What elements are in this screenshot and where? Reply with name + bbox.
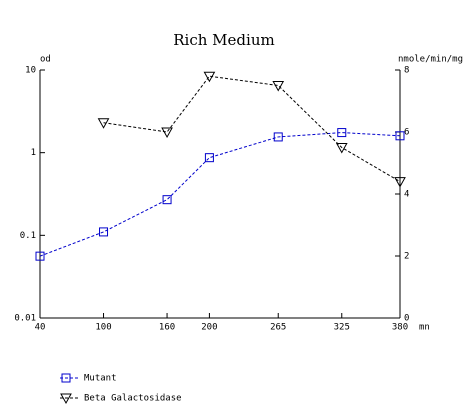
data-point [273,132,283,142]
data-point [35,251,45,261]
y2-tick-label: 0 [404,314,409,324]
data-point [97,118,110,129]
data-point [161,127,173,139]
data-point [394,177,406,188]
data-point [99,227,109,237]
x-axis-label: mn [419,323,430,333]
legend-marker [61,373,71,383]
x-tick-label: 325 [334,323,350,333]
x-tick-label: 380 [392,323,408,333]
data-point [162,195,172,205]
x-tick-label: 160 [159,323,175,333]
y-tick-label: 1 [31,148,36,158]
y2-tick-label: 4 [404,190,409,200]
y2-tick-label: 2 [404,252,409,262]
legend-label: Mutant [84,374,117,384]
y-tick-label: 10 [25,66,36,76]
data-point [337,128,347,138]
y2-tick-label: 6 [404,128,409,138]
y2-tick-label: 8 [404,66,409,76]
data-point [395,131,405,141]
legend-label: Beta Galactosidase [84,394,182,404]
y-tick-label: 0.01 [14,314,36,324]
chart-title: Rich Medium [173,31,274,49]
data-point [203,71,216,83]
data-point [335,143,348,154]
series-line [103,75,401,183]
y-axis-label: od [40,55,51,65]
data-point [204,153,214,163]
x-tick-label: 265 [270,323,286,333]
x-tick-label: 100 [95,323,111,333]
y-tick-label: 0.1 [20,231,36,241]
series-line [39,132,401,257]
x-tick-label: 40 [35,323,46,333]
legend-marker [60,393,72,405]
y2-axis-label: nmole/min/mg [398,55,463,65]
x-tick-label: 200 [201,323,217,333]
data-point [272,81,285,92]
